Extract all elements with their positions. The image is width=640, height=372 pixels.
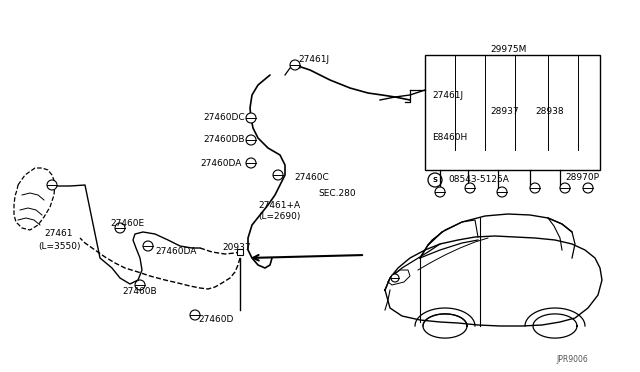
- Circle shape: [115, 223, 125, 233]
- Text: 27460DC: 27460DC: [203, 113, 244, 122]
- Text: 27461J: 27461J: [298, 55, 329, 64]
- Text: (L=2690): (L=2690): [258, 212, 300, 221]
- Bar: [425, 55, 600, 170]
- Circle shape: [465, 183, 475, 193]
- Text: E8460H: E8460H: [432, 134, 467, 142]
- Circle shape: [497, 187, 507, 197]
- Text: 28938: 28938: [535, 108, 564, 116]
- Bar: [237, 249, 243, 255]
- Circle shape: [428, 173, 442, 187]
- Text: JPR9006: JPR9006: [556, 356, 588, 365]
- Circle shape: [583, 183, 593, 193]
- Circle shape: [246, 158, 256, 168]
- Text: SEC.280: SEC.280: [318, 189, 356, 198]
- Circle shape: [435, 187, 445, 197]
- Circle shape: [560, 183, 570, 193]
- Text: 27460C: 27460C: [294, 173, 329, 183]
- Circle shape: [391, 274, 399, 282]
- Circle shape: [190, 310, 200, 320]
- Text: S: S: [433, 177, 438, 183]
- Circle shape: [290, 60, 300, 70]
- Circle shape: [530, 183, 540, 193]
- Text: 27460B: 27460B: [122, 288, 157, 296]
- Text: 27460DB: 27460DB: [203, 135, 244, 144]
- Text: 08543-5125A: 08543-5125A: [448, 176, 509, 185]
- Text: 27461J: 27461J: [432, 90, 463, 99]
- Text: 27461: 27461: [44, 228, 72, 237]
- Circle shape: [246, 135, 256, 145]
- Text: 29975M: 29975M: [490, 45, 526, 55]
- Circle shape: [273, 170, 283, 180]
- Text: 28937: 28937: [490, 108, 518, 116]
- Text: 27461+A: 27461+A: [258, 201, 300, 209]
- Text: 28970P: 28970P: [565, 173, 599, 182]
- Circle shape: [143, 241, 153, 251]
- Circle shape: [135, 280, 145, 290]
- Text: 27460DA: 27460DA: [155, 247, 196, 257]
- Text: 20937: 20937: [222, 244, 251, 253]
- Text: 27460DA: 27460DA: [200, 158, 241, 167]
- Text: 27460D: 27460D: [198, 315, 234, 324]
- Circle shape: [246, 113, 256, 123]
- Text: 27460E: 27460E: [110, 218, 144, 228]
- Text: (L=3550): (L=3550): [38, 241, 81, 250]
- Circle shape: [47, 180, 57, 190]
